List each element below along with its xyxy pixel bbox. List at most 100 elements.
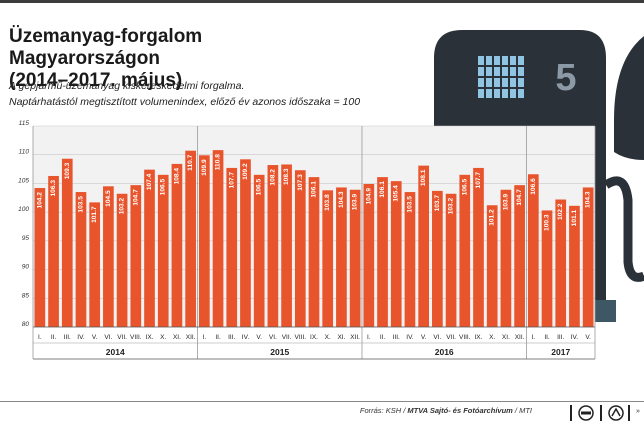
bar-series: [34, 150, 594, 327]
mtva-logo-icon: [578, 405, 594, 421]
bar: [445, 193, 457, 327]
bar-value-label: 103.9: [352, 193, 359, 210]
bar-value-label: 106.5: [256, 178, 263, 195]
bar-value-label: 104.3: [338, 191, 345, 208]
bar: [89, 202, 101, 327]
bar-value-label: 104.7: [516, 189, 523, 206]
month-label: VII.: [446, 334, 456, 341]
y-tick-label: 90: [22, 264, 30, 271]
month-label: X.: [160, 334, 166, 341]
bar-value-label: 106.1: [311, 181, 318, 198]
month-label: XII.: [350, 334, 360, 341]
bar: [390, 181, 402, 327]
bar-value-label: 104.7: [132, 189, 139, 206]
month-label: III.: [64, 334, 71, 341]
pump-display-cell: [486, 67, 492, 76]
bar: [308, 177, 320, 327]
pump-display-digit: 5: [555, 57, 576, 99]
bar: [363, 184, 375, 327]
month-label: IV.: [406, 334, 414, 341]
bar-value-label: 103.7: [434, 195, 441, 212]
pump-display-cell: [478, 78, 484, 87]
bar: [514, 185, 525, 327]
bar: [569, 205, 580, 327]
pump-display-cell: [510, 89, 516, 98]
y-tick-label: 95: [22, 235, 30, 242]
pump-display-cell: [502, 56, 508, 65]
month-label: VIII.: [295, 334, 307, 341]
bar: [75, 192, 87, 327]
y-tick-label: 85: [22, 292, 30, 299]
pump-display-cell: [478, 89, 484, 98]
x-axis: I. II. III. IV. V. VI. VII. VIII. IX. X. XI. XII.20…: [32, 126, 596, 360]
bar: [555, 199, 567, 327]
month-label: I.: [532, 334, 536, 341]
bar-value-label: 103.2: [119, 197, 126, 214]
bar-value-label: 107.3: [297, 174, 304, 191]
year-label: 2014: [106, 347, 125, 357]
pump-display-cell: [502, 67, 508, 76]
bar: [294, 170, 306, 327]
month-label: II.: [51, 334, 57, 341]
source-bold: MTVA Sajtó- és Fotóarchívum: [407, 406, 513, 415]
title-line-1: Üzemanyag-forgalom Magyarországon: [9, 26, 203, 69]
pump-nozzle: [614, 36, 644, 160]
pump-display-cell: [510, 78, 516, 87]
pump-display-cell: [486, 78, 492, 87]
month-label: IV.: [77, 334, 85, 341]
month-label: I.: [367, 334, 371, 341]
bar-value-label: 101.7: [91, 206, 98, 223]
bar-value-label: 109.3: [64, 162, 71, 179]
month-label: II.: [544, 334, 550, 341]
bar-value-label: 108.4: [173, 168, 180, 185]
month-label: IV.: [242, 334, 250, 341]
bar-value-label: 106.1: [379, 181, 386, 198]
pump-display-cell: [510, 67, 516, 76]
bar: [240, 159, 251, 327]
month-label: IX.: [310, 334, 318, 341]
bar-value-label: 107.7: [228, 172, 235, 189]
bar-value-label: 104.9: [365, 188, 372, 205]
bar-value-label: 105.4: [393, 185, 400, 202]
bar: [157, 174, 169, 327]
bar: [349, 189, 361, 327]
year-label: 2017: [551, 347, 570, 357]
month-label: II.: [380, 334, 386, 341]
month-label: X.: [325, 334, 331, 341]
bar: [582, 187, 594, 327]
pump-display-cell: [486, 89, 492, 98]
y-tick-label: 80: [22, 321, 30, 328]
bar: [527, 174, 539, 327]
bar: [130, 185, 142, 327]
month-label: XII.: [515, 334, 525, 341]
chart-title: Üzemanyag-forgalom Magyarországon (2014–…: [9, 26, 349, 92]
footer-more-mark: »: [636, 408, 640, 415]
pump-display-cell: [518, 56, 524, 65]
y-tick-label: 100: [18, 206, 29, 213]
year-label: 2016: [435, 347, 454, 357]
pump-display-cell: [494, 89, 500, 98]
bar: [432, 190, 443, 327]
bar-value-label: 104.2: [36, 192, 43, 209]
month-label: IV.: [571, 334, 579, 341]
bar: [61, 158, 73, 327]
bar: [116, 193, 128, 327]
y-tick-label: 115: [19, 120, 30, 127]
source-prefix: Forrás: KSH /: [359, 406, 408, 415]
bar-value-label: 103.9: [502, 193, 509, 210]
bar: [185, 150, 196, 327]
pump-display-cell: [518, 89, 524, 98]
month-label: VIII.: [130, 334, 142, 341]
bar-labels: 104.2 106.3 109.3 103.5 101.7 104.5 103.2 104.7…: [36, 154, 591, 231]
bar: [322, 190, 334, 327]
bar: [541, 210, 553, 327]
bar-value-label: 103.8: [324, 194, 331, 211]
month-label: XI.: [173, 334, 181, 341]
bar: [103, 186, 114, 327]
bar: [377, 177, 388, 327]
bar-value-label: 110.8: [215, 154, 222, 170]
bar-value-label: 109.9: [201, 159, 208, 176]
pump-display-cell: [478, 67, 484, 76]
bar: [281, 164, 292, 327]
